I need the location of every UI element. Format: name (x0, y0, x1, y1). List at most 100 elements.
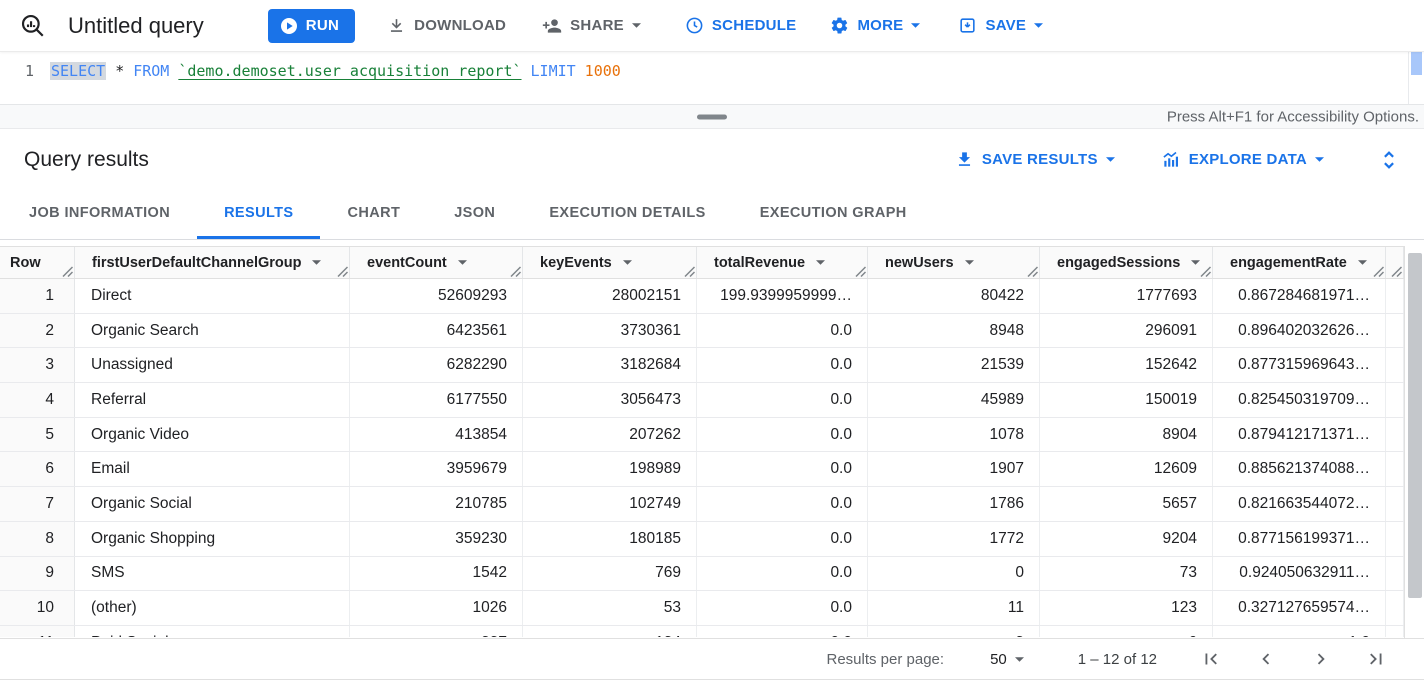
next-page-icon (1317, 653, 1325, 665)
column-header-firstUserDefaultChannelGroup[interactable]: firstUserDefaultChannelGroup (75, 247, 350, 278)
column-menu-icon[interactable] (622, 260, 632, 265)
cell-engagementRate: 0.879412171371… (1213, 417, 1386, 452)
editor-scrollbar-thumb[interactable] (1411, 49, 1422, 75)
cell-keyEvents: 769 (523, 556, 697, 591)
save-button[interactable]: SAVE (958, 16, 1044, 35)
cell-filler (1386, 279, 1404, 313)
column-menu-icon[interactable] (457, 260, 467, 265)
column-header-Row[interactable]: Row (0, 247, 75, 278)
share-button[interactable]: SHARE (542, 16, 641, 36)
row-number: 9 (0, 556, 75, 591)
column-resize-handle[interactable] (62, 265, 74, 278)
table-row: 9 SMS 1542 769 0.0 0 73 0.924050632911… (0, 556, 1424, 592)
table-row: 3 Unassigned 6282290 3182684 0.0 21539 152642 0… (0, 348, 1424, 384)
cell-newUsers: 1907 (868, 452, 1040, 487)
column-menu-icon[interactable] (1357, 260, 1367, 265)
column-label: newUsers (885, 254, 954, 271)
cell-engagementRate: 0.924050632911… (1213, 556, 1386, 591)
download-button[interactable]: DOWNLOAD (387, 16, 506, 35)
accessibility-hint: Press Alt+F1 for Accessibility Options. (1166, 108, 1419, 125)
column-menu-icon[interactable] (1191, 260, 1201, 265)
cell-firstUserDefaultChannelGroup: Referral (75, 383, 350, 417)
column-header-engagementRate[interactable]: engagementRate (1213, 247, 1386, 278)
cell-engagedSessions: 8904 (1040, 417, 1213, 452)
table-row: 5 Organic Video 413854 207262 0.0 1078 8904 0.8… (0, 417, 1424, 453)
table-row: 8 Organic Shopping 359230 180185 0.0 1772 9204… (0, 521, 1424, 557)
column-header-keyEvents[interactable]: keyEvents (523, 247, 697, 278)
cell-totalRevenue: 0.0 (697, 625, 868, 637)
cell-keyEvents: 3182684 (523, 348, 697, 383)
column-menu-icon[interactable] (964, 260, 974, 265)
tab-json[interactable]: JSON (427, 190, 522, 239)
column-header-engagedSessions[interactable]: engagedSessions (1040, 247, 1213, 278)
more-button[interactable]: MORE (830, 16, 921, 35)
column-resize-handle[interactable] (684, 265, 696, 278)
cell-firstUserDefaultChannelGroup: Paid Social (75, 625, 350, 637)
column-resize-handle[interactable] (1373, 265, 1385, 278)
tab-job-information[interactable]: JOB INFORMATION (2, 190, 197, 239)
cell-eventCount: 3959679 (350, 452, 523, 487)
cell-filler (1386, 625, 1404, 637)
table-scrollbar-thumb[interactable] (1407, 253, 1422, 598)
cell-eventCount: 1542 (350, 556, 523, 591)
column-label: engagementRate (1230, 254, 1347, 271)
column-resize-handle[interactable] (337, 265, 349, 278)
row-number: 8 (0, 521, 75, 556)
column-resize-handle[interactable] (510, 265, 522, 278)
column-header-totalRevenue[interactable]: totalRevenue (697, 247, 868, 278)
cell-filler (1386, 348, 1404, 383)
column-menu-icon[interactable] (816, 260, 826, 265)
cell-newUsers: 11 (868, 591, 1040, 625)
table-row: 1 Direct 52609293 28002151 199.9399959999… 80… (0, 279, 1424, 314)
column-resize-handle[interactable] (1200, 265, 1212, 278)
editor-status-strip: Press Alt+F1 for Accessibility Options. (0, 104, 1424, 129)
cell-keyEvents: 102749 (523, 487, 697, 521)
cell-filler (1386, 521, 1404, 556)
sql-editor[interactable]: 1 SELECT * FROM `demo.demoset.user_acquisit… (0, 46, 1424, 104)
cell-newUsers: 1772 (868, 521, 1040, 556)
tab-execution-graph[interactable]: EXECUTION GRAPH (733, 190, 934, 239)
row-number: 5 (0, 417, 75, 452)
table-row: 11Paid Social3371340.0361.0 (0, 625, 1424, 637)
last-page-button[interactable] (1364, 647, 1388, 671)
cell-totalRevenue: 199.9399959999… (697, 279, 868, 313)
column-header-newUsers[interactable]: newUsers (868, 247, 1040, 278)
cell-eventCount: 6177550 (350, 383, 523, 417)
explore-data-button[interactable]: EXPLORE DATA (1161, 150, 1324, 170)
sql-table-reference[interactable]: `demo.demoset.user_acquisition_report` (178, 62, 522, 80)
previous-page-button[interactable] (1254, 647, 1278, 671)
column-resize-handle[interactable] (855, 265, 867, 278)
sql-code-line[interactable]: SELECT * FROM `demo.demoset.user_acquisitio… (50, 61, 621, 81)
table-row: 4 Referral 6177550 3056473 0.0 45989 150019 0.8… (0, 383, 1424, 418)
table-scrollbar[interactable] (1404, 246, 1424, 638)
splitter-drag-handle[interactable] (697, 114, 727, 119)
tab-results[interactable]: RESULTS (197, 190, 321, 239)
first-page-button[interactable] (1199, 647, 1223, 671)
column-header-eventCount[interactable]: eventCount (350, 247, 523, 278)
cell-filler (1386, 383, 1404, 417)
tab-execution-details[interactable]: EXECUTION DETAILS (522, 190, 732, 239)
page-size-select[interactable]: 50 (990, 651, 1024, 668)
run-button[interactable]: RUN (267, 8, 356, 43)
cell-totalRevenue: 0.0 (697, 417, 868, 452)
column-label: engagedSessions (1057, 254, 1181, 271)
column-resize-handle[interactable] (1391, 265, 1403, 278)
editor-scrollbar[interactable] (1408, 46, 1424, 104)
query-editor-toolbar: Untitled query RUN DOWNLOAD SHARE SCHEDU… (0, 0, 1424, 52)
cell-firstUserDefaultChannelGroup: Organic Search (75, 313, 350, 348)
next-page-button[interactable] (1309, 647, 1333, 671)
row-number: 11 (0, 625, 75, 637)
sql-limit-value: 1000 (584, 62, 621, 80)
column-menu-icon[interactable] (312, 260, 322, 265)
tab-chart[interactable]: CHART (320, 190, 427, 239)
person-add-icon (542, 18, 562, 33)
row-number: 1 (0, 279, 75, 313)
save-results-button[interactable]: SAVE RESULTS (955, 150, 1115, 169)
schedule-button[interactable]: SCHEDULE (685, 16, 797, 35)
cell-eventCount: 6282290 (350, 348, 523, 383)
expand-collapse-icon[interactable] (1378, 149, 1400, 171)
cell-keyEvents: 3056473 (523, 383, 697, 417)
column-resize-handle[interactable] (1027, 265, 1039, 278)
save-icon (960, 18, 976, 33)
cell-newUsers: 0 (868, 556, 1040, 591)
